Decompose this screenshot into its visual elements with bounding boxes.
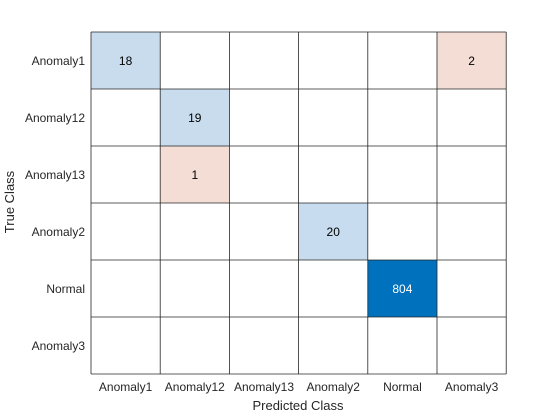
cell-normal-normal xyxy=(367,260,437,317)
y-tick-label: Anomaly2 xyxy=(32,225,86,239)
x-tick-label: Anomaly12 xyxy=(165,380,225,394)
x-tick-label: Anomaly13 xyxy=(234,380,294,394)
cell-anomaly1-anomaly1 xyxy=(91,32,161,89)
values-layer: 18 2 19 1 20 804 xyxy=(119,54,475,296)
x-tick-label: Anomaly3 xyxy=(445,380,499,394)
cell-value: 20 xyxy=(327,225,341,239)
cell-value: 2 xyxy=(468,54,475,68)
grid-layer xyxy=(90,31,507,375)
cell-value: 804 xyxy=(392,282,412,296)
y-tick-label: Normal xyxy=(46,282,85,296)
x-tick-label: Anomaly1 xyxy=(99,380,153,394)
cell-anomaly12-anomaly12 xyxy=(160,89,230,146)
y-axis-label: True Class xyxy=(2,170,17,233)
cells-layer xyxy=(91,32,507,317)
cell-value: 18 xyxy=(119,54,133,68)
cell-anomaly2-anomaly2 xyxy=(298,203,368,260)
cell-value: 1 xyxy=(191,168,198,182)
y-tick-label: Anomaly1 xyxy=(32,54,86,68)
x-tick-label: Normal xyxy=(383,380,422,394)
y-tick-labels: Anomaly1 Anomaly12 Anomaly13 Anomaly2 Normal… xyxy=(25,54,85,353)
y-tick-label: Anomaly3 xyxy=(32,339,86,353)
y-tick-label: Anomaly12 xyxy=(25,111,85,125)
cell-anomaly13-anomaly12 xyxy=(160,146,230,203)
x-tick-label: Anomaly2 xyxy=(307,380,361,394)
x-tick-labels: Anomaly1 Anomaly12 Anomaly13 Anomaly2 Normal… xyxy=(99,380,499,394)
cell-value: 19 xyxy=(188,111,202,125)
y-tick-label: Anomaly13 xyxy=(25,168,85,182)
x-axis-label: Predicted Class xyxy=(252,398,344,413)
cell-anomaly1-anomaly3 xyxy=(437,32,507,89)
